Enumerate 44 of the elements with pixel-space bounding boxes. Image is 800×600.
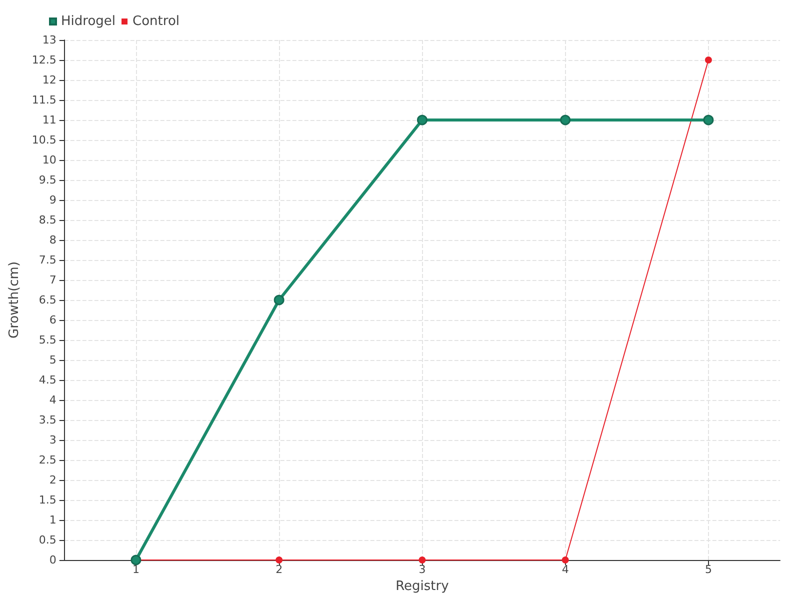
point [562,556,569,564]
point [703,114,714,126]
y-tick-label: 12 [42,74,56,86]
y-tick-label: 6 [49,314,56,326]
y-tick-label: 8 [49,234,56,246]
x-tick-label: 5 [704,563,712,576]
point [274,294,284,306]
y-tick-label: 11.5 [32,94,56,106]
point [416,114,428,126]
y-tick-label: 12.5 [32,54,56,66]
y-tick-label: 10 [42,154,56,166]
x-tick-label: 2 [276,563,283,576]
y-tick-label: 9.5 [38,174,56,186]
y-axis-title: Growth(cm) [7,261,22,339]
x-axis-title: Registry [396,578,450,594]
y-tick-label: 5 [49,354,56,366]
y-tick-label: 7 [49,274,56,286]
y-tick-label: 4 [49,394,56,406]
y-tick-label: 2 [49,474,56,486]
y-tick-label: 2.5 [38,454,56,466]
y-tick-label: 5.5 [38,334,56,346]
x-tick-label: 1 [132,563,140,576]
x-tick-label: 4 [562,563,569,576]
y-tick-label: 1.5 [38,494,56,506]
point [418,556,426,564]
y-tick-label: 0 [49,554,56,566]
y-tick-label: 7.5 [38,254,56,266]
y-tick-label: 10.5 [32,134,56,146]
y-tick-label: 8.5 [38,214,56,226]
y-tick-label: 3.5 [38,414,56,426]
y-tick-label: 4.5 [38,374,56,386]
point [560,114,571,126]
y-tick-label: 1 [49,514,56,526]
legend-label: Hidrogel [61,14,116,29]
y-tick-label: 13 [42,34,56,46]
x-tick-label: 3 [418,563,426,576]
y-tick-label: 11 [42,114,56,126]
y-tick-label: 0.5 [38,534,56,546]
point [704,56,712,64]
y-tick-label: 3 [49,434,56,446]
y-tick-label: 6.5 [38,294,56,306]
point [276,556,283,564]
legend-label: Control [132,14,180,29]
y-tick-label: 9 [49,194,56,206]
